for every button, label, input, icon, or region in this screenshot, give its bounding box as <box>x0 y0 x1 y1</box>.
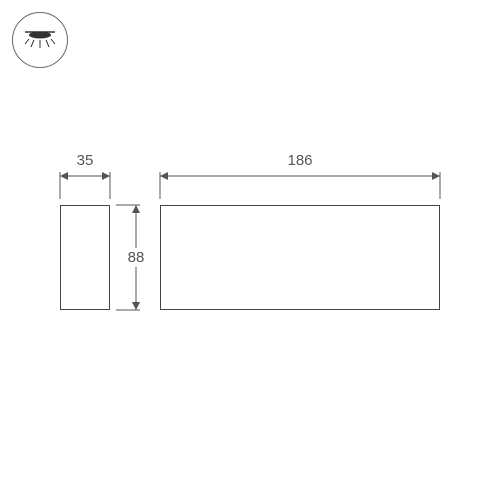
front-view-rect <box>160 205 440 310</box>
dim-label-88: 88 <box>116 248 156 267</box>
icon-circle <box>12 12 68 68</box>
technical-drawing: 35 186 88 <box>30 150 470 350</box>
side-view-rect <box>60 205 110 310</box>
dim-label-186: 186 <box>160 152 440 169</box>
ceiling-lamp-icon <box>21 26 59 54</box>
dim-label-35: 35 <box>60 152 110 169</box>
